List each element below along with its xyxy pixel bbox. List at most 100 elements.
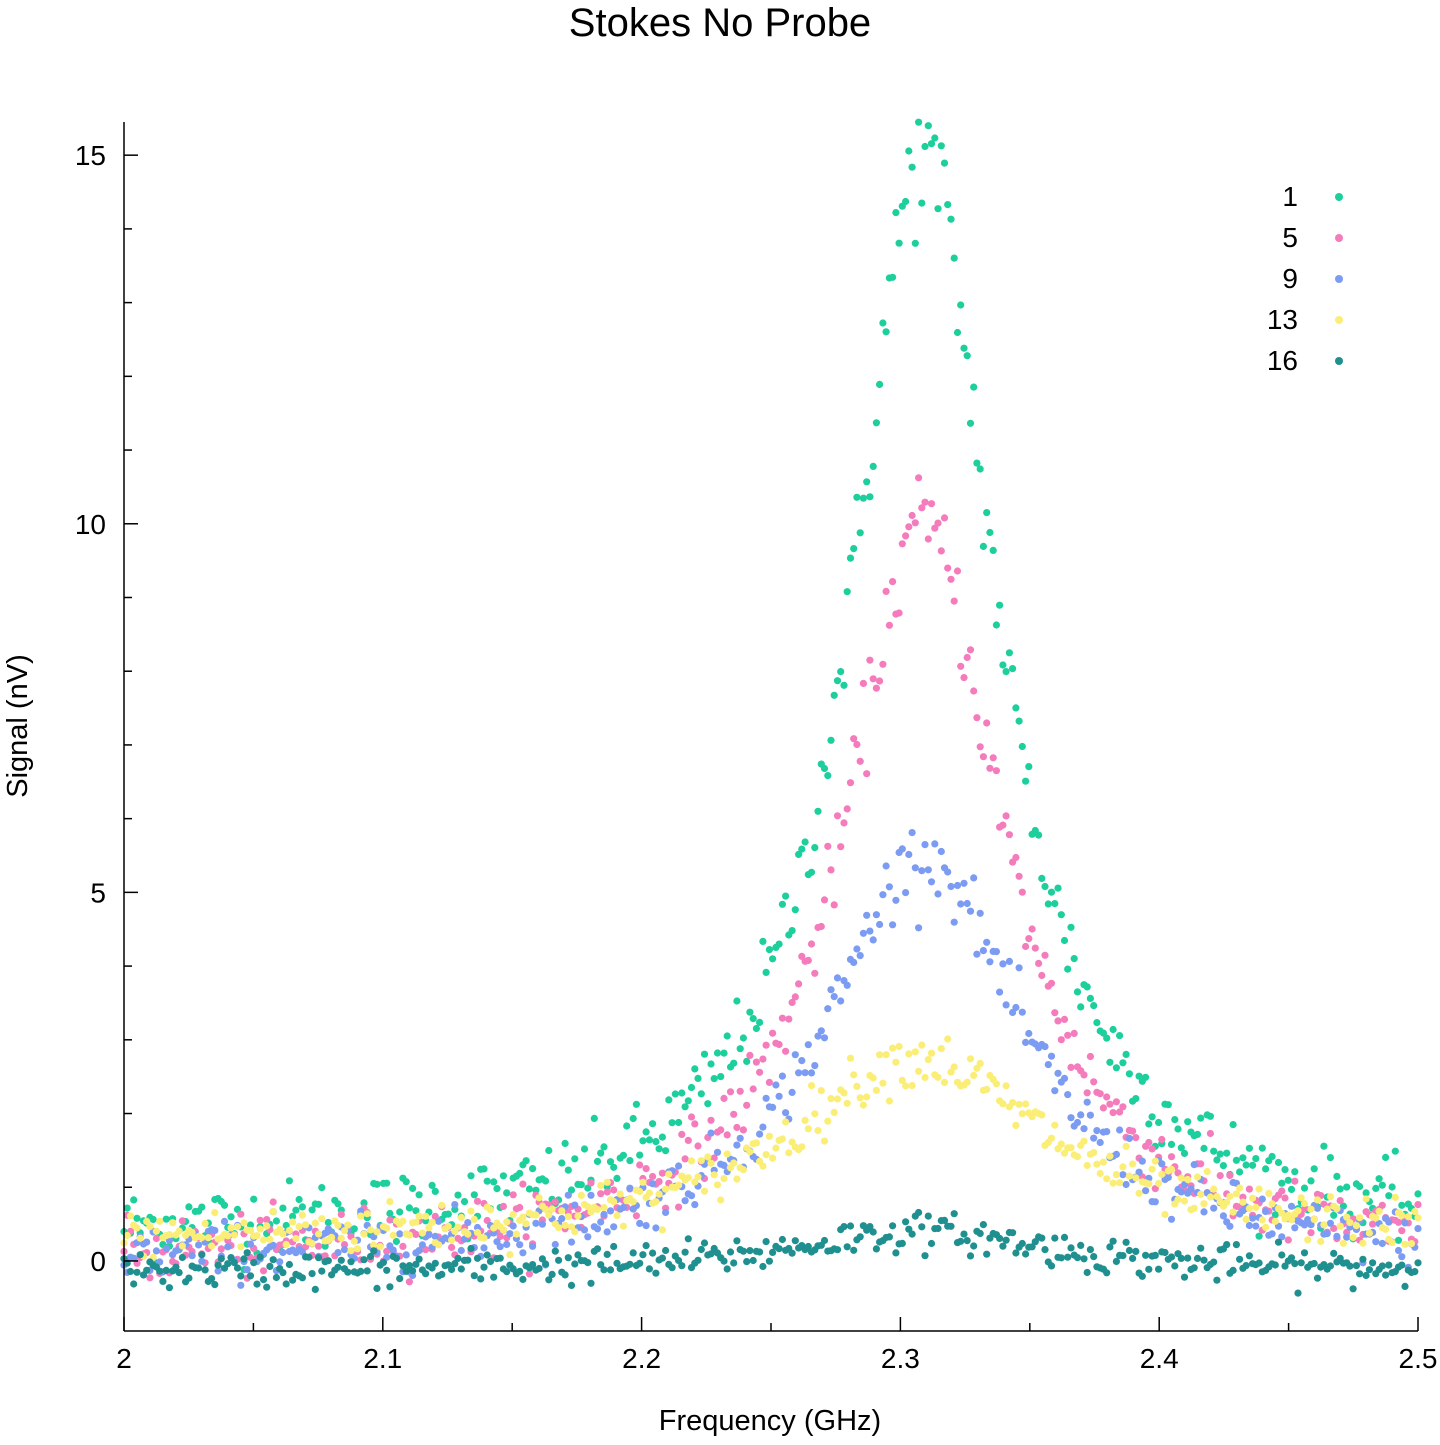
data-point — [208, 1242, 216, 1250]
data-point — [156, 1217, 164, 1225]
x-tick-label: 2.5 — [1399, 1343, 1438, 1374]
data-point — [490, 1178, 498, 1186]
data-point — [1002, 1082, 1010, 1090]
data-point — [785, 1149, 793, 1157]
data-point — [872, 419, 881, 427]
data-point — [1119, 1171, 1127, 1179]
data-point — [996, 1234, 1004, 1242]
data-point — [814, 1032, 822, 1040]
data-point — [237, 1281, 245, 1289]
data-point — [1362, 1189, 1370, 1197]
data-point — [723, 1265, 731, 1273]
data-point — [460, 1198, 469, 1206]
data-point — [613, 1259, 621, 1267]
data-point — [746, 1008, 754, 1016]
data-point — [1326, 1262, 1334, 1270]
data-point — [707, 1060, 715, 1068]
data-point — [1164, 1101, 1172, 1109]
data-point — [1336, 1222, 1344, 1230]
data-point — [1080, 1137, 1088, 1145]
data-point — [979, 542, 988, 551]
data-point — [924, 1056, 932, 1064]
data-point — [542, 1177, 550, 1185]
data-point — [289, 1276, 297, 1284]
data-point — [827, 866, 835, 874]
data-point — [1401, 1282, 1409, 1290]
data-point — [175, 1227, 183, 1235]
data-point — [927, 878, 936, 886]
data-point — [957, 900, 965, 908]
data-point — [366, 1226, 375, 1234]
data-point — [146, 1223, 154, 1231]
data-point — [285, 1260, 293, 1269]
data-point — [610, 1223, 618, 1231]
data-point — [399, 1242, 407, 1250]
data-point — [720, 1257, 728, 1265]
data-point — [934, 890, 942, 898]
data-point — [652, 1224, 660, 1232]
data-point — [431, 1232, 439, 1240]
data-point — [610, 1242, 618, 1251]
data-point — [577, 1191, 585, 1199]
data-point — [564, 1191, 572, 1199]
data-point — [700, 1050, 709, 1058]
data-point — [1047, 979, 1056, 987]
data-point — [1216, 1150, 1224, 1158]
data-point — [470, 1272, 478, 1280]
data-point — [402, 1267, 410, 1275]
data-point — [409, 1267, 417, 1275]
data-point — [1378, 1181, 1386, 1189]
data-point — [1002, 812, 1010, 820]
data-point — [749, 1015, 757, 1023]
data-point — [1099, 1158, 1107, 1166]
data-point — [266, 1235, 274, 1243]
data-point — [963, 1078, 971, 1086]
data-point — [600, 1143, 608, 1151]
data-point — [522, 1220, 530, 1228]
data-point — [856, 952, 864, 960]
data-point — [697, 1090, 705, 1098]
data-point — [454, 1191, 462, 1199]
data-point — [681, 1248, 689, 1256]
data-point — [1391, 1193, 1399, 1201]
data-point — [645, 1189, 654, 1197]
data-point — [1015, 872, 1023, 880]
data-point — [133, 1214, 141, 1222]
data-point — [1297, 1194, 1305, 1202]
data-point — [915, 1067, 923, 1075]
data-point — [1245, 1144, 1253, 1152]
data-point — [694, 1173, 702, 1181]
data-point — [824, 1117, 832, 1125]
data-point — [1158, 1160, 1166, 1168]
data-point — [535, 1194, 543, 1202]
data-point — [1333, 1205, 1341, 1213]
data-point — [898, 1239, 906, 1247]
data-point — [675, 1162, 683, 1170]
data-point — [908, 1230, 916, 1238]
data-point — [911, 1048, 919, 1056]
data-point — [315, 1254, 323, 1262]
data-point — [519, 1275, 527, 1283]
data-point — [872, 684, 881, 692]
data-point — [814, 807, 822, 815]
data-point — [597, 1261, 605, 1269]
data-point — [882, 587, 890, 596]
data-point — [739, 1034, 748, 1042]
data-point — [1103, 1128, 1111, 1136]
data-point — [220, 1201, 229, 1209]
data-point — [1009, 1229, 1017, 1237]
data-point — [879, 1079, 887, 1087]
data-point — [950, 1063, 958, 1071]
data-point — [337, 1234, 345, 1242]
data-point — [405, 1204, 413, 1212]
legend-label-5: 5 — [1282, 222, 1298, 253]
data-point — [1086, 994, 1094, 1003]
data-point — [360, 1256, 368, 1264]
data-point — [1035, 959, 1043, 968]
data-point — [846, 554, 855, 562]
data-point — [629, 1198, 637, 1206]
data-point — [970, 1242, 978, 1250]
data-point — [882, 862, 890, 870]
data-point — [915, 924, 923, 932]
